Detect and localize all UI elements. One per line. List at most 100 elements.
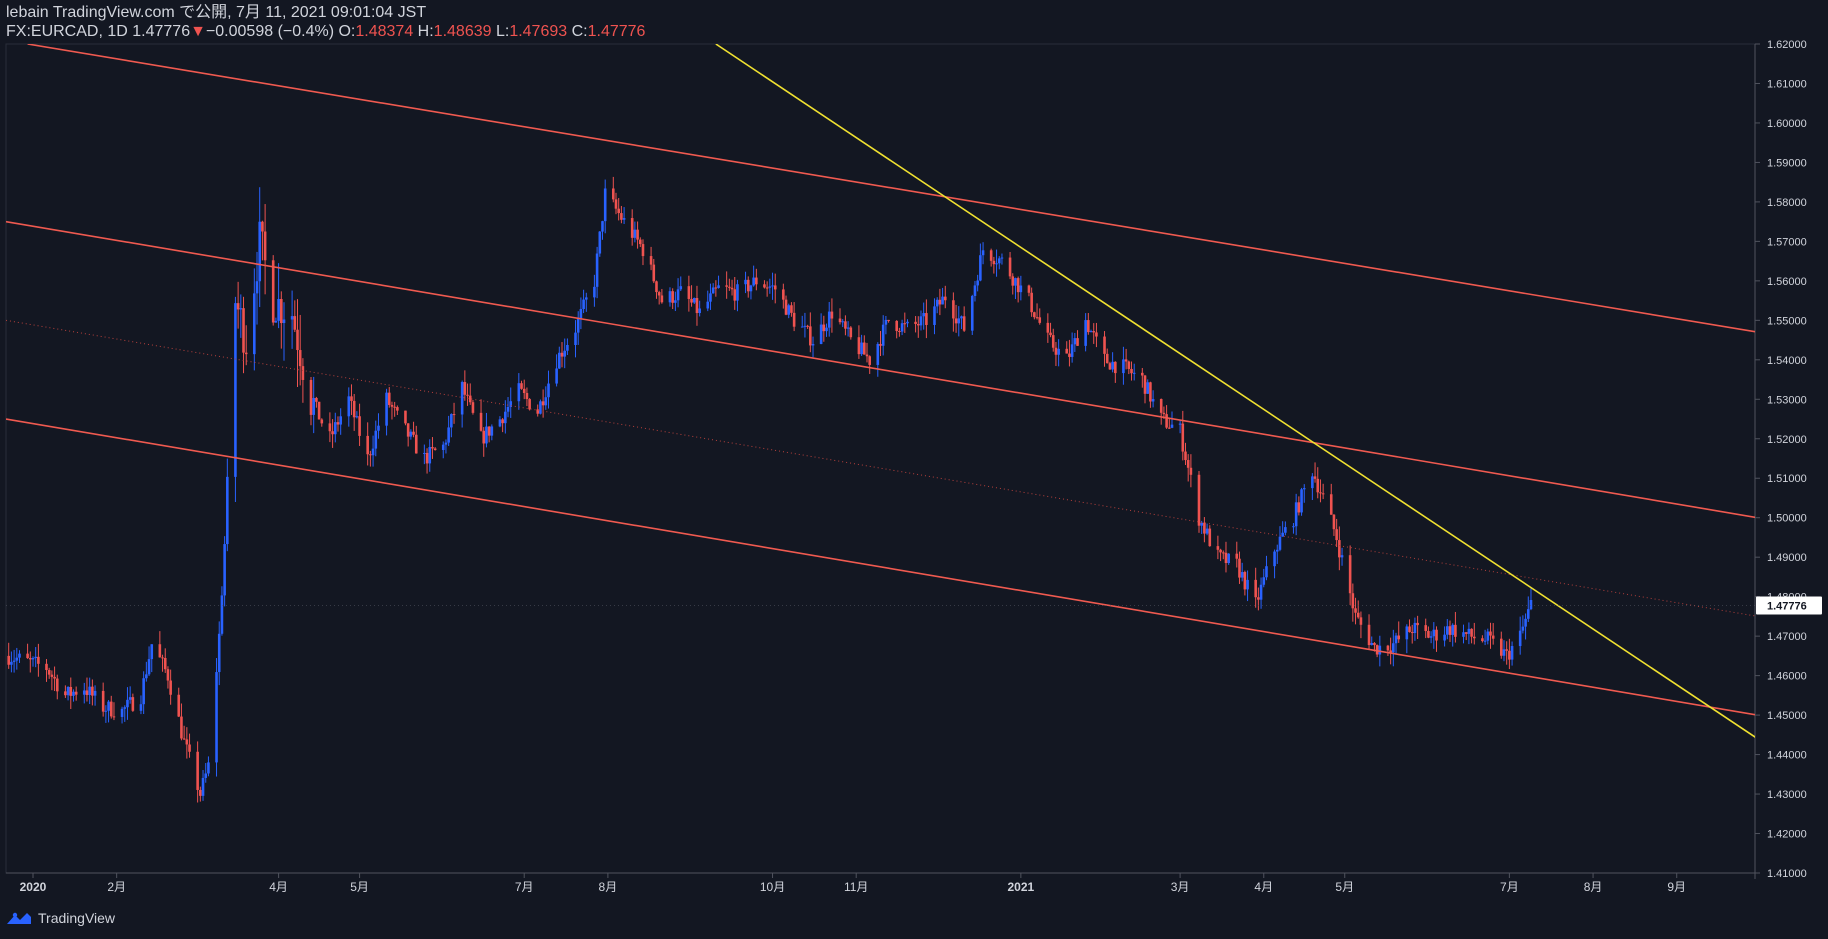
candle-body	[579, 309, 583, 319]
candle-body	[1070, 344, 1074, 357]
candle-body	[1170, 424, 1174, 428]
candle-body	[293, 316, 297, 330]
candle-body	[120, 708, 124, 717]
channel-middle[interactable]	[6, 220, 1758, 519]
candle-body	[1208, 528, 1212, 547]
channel-upper[interactable]	[27, 44, 1758, 333]
candle-body	[1054, 347, 1058, 355]
candle-body	[404, 410, 407, 424]
candle-body	[1000, 257, 1004, 259]
candle-body	[64, 691, 67, 696]
candle-body	[898, 331, 901, 333]
candle-body	[1189, 467, 1193, 475]
candle-body	[1311, 476, 1314, 489]
candle-body	[1508, 650, 1511, 660]
candle-body	[236, 303, 240, 310]
candle-body	[1103, 336, 1106, 354]
candle-body	[960, 316, 963, 319]
candle-body	[660, 295, 664, 303]
candle-body	[1499, 638, 1503, 656]
price-tick-label: 1.54000	[1767, 355, 1807, 367]
candle-body	[995, 263, 998, 265]
candle-body	[652, 264, 656, 282]
candle-body	[145, 674, 148, 679]
footer-brand[interactable]: TradingView	[6, 910, 115, 926]
candle-body	[242, 308, 245, 353]
channel-lower[interactable]	[6, 418, 1758, 716]
candle-body	[525, 393, 529, 400]
last-price-badge	[1756, 596, 1822, 615]
candle-body	[131, 697, 135, 711]
candle-body	[18, 653, 21, 658]
candle-body	[736, 284, 739, 301]
candle-body	[1205, 528, 1209, 534]
candle-body	[463, 382, 467, 395]
candle-body	[1521, 626, 1525, 631]
candle-body	[765, 287, 769, 289]
candle-body	[1038, 317, 1042, 323]
candle-body	[261, 221, 264, 232]
candle-body	[315, 397, 318, 402]
candle-body	[1076, 338, 1079, 346]
candle-body	[1281, 532, 1284, 537]
candle-body	[55, 678, 59, 692]
candle-body	[560, 352, 564, 357]
price-chart[interactable]: 1.41000 1.42000 1.43000 1.44000 1.45000 1.460…	[0, 0, 1828, 905]
publish-info: lebain TradingView.com で公開, 7月 11, 2021 …	[6, 4, 427, 21]
candle-body	[393, 406, 396, 408]
candle-body	[1019, 285, 1023, 293]
channel-median[interactable]	[6, 319, 1758, 617]
candle-body	[1321, 493, 1325, 495]
candle-body	[1124, 359, 1128, 362]
candle-body	[544, 397, 548, 406]
candle-body	[1462, 632, 1465, 637]
candle-body	[1273, 551, 1276, 567]
price-tick-label: 1.47000	[1767, 631, 1807, 643]
candle-body	[34, 656, 37, 659]
candle-body	[1340, 555, 1344, 558]
candle-body	[1224, 552, 1228, 564]
candle-body	[1297, 502, 1301, 513]
candle-body	[1051, 335, 1055, 348]
candle-body	[350, 396, 353, 401]
price-tick-label: 1.62000	[1767, 39, 1807, 51]
time-tick-label: 9月	[1667, 880, 1686, 894]
candle-body	[954, 318, 958, 324]
candle-body	[352, 400, 356, 418]
candle-body	[746, 279, 750, 292]
candle-body	[838, 318, 842, 323]
candle-body	[1049, 332, 1052, 336]
candle-body	[82, 690, 86, 695]
tradingview-logo-icon	[7, 912, 31, 924]
candle-body	[792, 312, 796, 327]
candle-body	[585, 297, 588, 300]
candle-body	[517, 383, 521, 402]
candle-body	[468, 395, 472, 403]
candle-body	[714, 287, 718, 289]
candle-body	[919, 316, 923, 326]
candle-body	[1284, 527, 1287, 533]
candle-body	[1510, 646, 1514, 660]
candle-body	[331, 431, 334, 435]
candle-body	[1259, 584, 1263, 600]
candle-body	[498, 419, 502, 427]
candle-body	[827, 311, 831, 328]
price-tick-label: 1.43000	[1767, 789, 1807, 801]
candle-body	[412, 431, 415, 435]
candle-body	[1030, 292, 1033, 313]
candle-body	[374, 430, 378, 449]
candle-body	[1203, 522, 1206, 534]
candle-body	[180, 716, 183, 739]
candle-body	[1221, 552, 1225, 554]
candle-body	[1235, 553, 1239, 559]
price-tick-label: 1.46000	[1767, 671, 1807, 683]
candle-body	[668, 291, 672, 303]
candle-body	[101, 690, 105, 712]
candle-body	[1146, 382, 1150, 394]
candle-body	[355, 416, 359, 418]
price-tick-label: 1.41000	[1767, 868, 1807, 880]
candle-body	[1529, 600, 1533, 610]
candle-body	[26, 653, 29, 659]
trend-line[interactable]	[715, 44, 1758, 739]
candle-body	[773, 285, 777, 290]
